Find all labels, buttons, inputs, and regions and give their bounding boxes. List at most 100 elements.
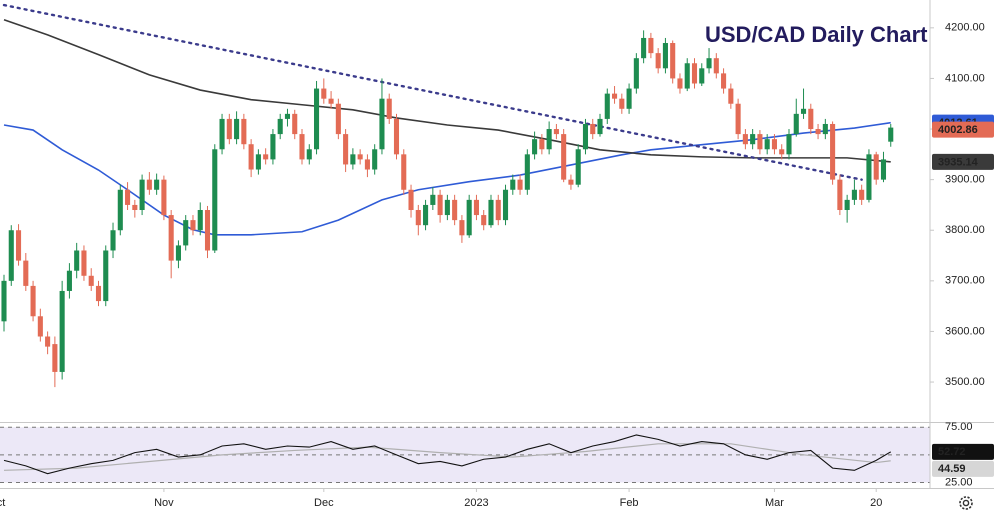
candle-body: [30, 285, 36, 317]
candle-body: [234, 118, 240, 140]
candle-body: [306, 149, 312, 160]
candle-body: [706, 58, 712, 69]
candle-body: [735, 103, 741, 135]
candle-body: [481, 215, 487, 226]
rsi-value-badge-bg: [932, 443, 994, 460]
candle-body: [757, 134, 763, 150]
trendline: [2, 3, 863, 181]
candle-body: [670, 43, 676, 79]
candle-body: [270, 134, 276, 160]
candle-body: [880, 159, 887, 180]
candle-body: [604, 93, 610, 119]
candle-body: [626, 88, 632, 109]
candle-body: [430, 194, 436, 205]
candle-body: [851, 189, 857, 200]
chart-title: USD/CAD Daily Chart: [705, 22, 928, 47]
candle-body: [713, 58, 719, 74]
candle-body: [742, 134, 748, 145]
candle-body: [204, 210, 211, 251]
settings-icon[interactable]: [959, 496, 973, 510]
candle-body: [655, 53, 661, 69]
candle-body: [292, 113, 298, 135]
candle-body: [66, 270, 72, 291]
candle-body: [808, 108, 814, 130]
x-tick-label: Oct: [0, 497, 5, 509]
candle-body: [313, 88, 320, 150]
y-tick-label: 3600.00: [945, 325, 985, 337]
candle-body: [444, 199, 450, 216]
candle-body: [524, 154, 530, 190]
candle-body: [175, 245, 181, 261]
candle-body: [597, 118, 603, 135]
candle-body: [23, 260, 29, 286]
candle-body: [488, 199, 494, 226]
candle-body: [263, 154, 269, 160]
candle-body: [45, 336, 51, 347]
rsi-tick-label: 25.00: [945, 476, 973, 488]
rsi-value-badge: 52.72: [938, 446, 966, 458]
candle-body: [357, 154, 363, 160]
candle-body: [364, 159, 370, 170]
candle-body: [343, 134, 349, 165]
candle-body: [139, 179, 145, 210]
rsi-tick-label: 75.00: [945, 421, 973, 433]
rsi-line: [3, 434, 892, 475]
y-tick-label: 3900.00: [945, 174, 985, 186]
moving-average: [3, 121, 891, 236]
candle-body: [779, 149, 785, 155]
candle-body: [764, 139, 770, 150]
x-tick-label: Nov: [154, 497, 174, 509]
candle-body: [255, 154, 261, 170]
candle-body: [110, 230, 116, 251]
candle-body: [59, 290, 65, 372]
candle-body: [284, 113, 291, 119]
candle-body: [393, 118, 400, 155]
candle-body: [822, 123, 828, 135]
candle-body: [423, 204, 429, 226]
rsi-ma-badge: 44.59: [938, 463, 966, 475]
candle-body: [37, 316, 43, 337]
candle-body: [771, 139, 777, 150]
x-tick-label: Feb: [620, 497, 639, 509]
candle-body: [793, 113, 799, 135]
candle-body: [74, 250, 80, 271]
gear-hub: [962, 499, 970, 507]
candle-body: [510, 179, 516, 190]
candle-body: [837, 179, 843, 210]
candle-body: [437, 194, 443, 216]
y-tick-label: 3800.00: [945, 224, 985, 236]
candle-body: [197, 210, 203, 231]
candle-body: [539, 139, 545, 150]
candle-body: [212, 149, 218, 251]
candle-body: [117, 189, 123, 231]
candle-body: [241, 118, 247, 145]
candle-body: [619, 98, 625, 109]
price-pane: [1, 3, 894, 388]
candle-body: [786, 134, 792, 155]
candle-body: [132, 204, 138, 210]
candle-body: [859, 189, 865, 200]
last-price-badge-bg: [932, 121, 994, 138]
candle-body: [502, 189, 509, 221]
candle-body: [190, 220, 196, 231]
candle-body: [386, 98, 392, 119]
y-tick-label: 4200.00: [945, 22, 985, 34]
candle-body: [168, 215, 174, 261]
candle-body: [415, 210, 421, 226]
candle-body: [800, 108, 807, 114]
candle-body: [568, 179, 574, 185]
candle-body: [641, 37, 647, 59]
candle-body: [648, 37, 654, 54]
candle-body: [88, 275, 94, 286]
candle-body: [466, 199, 472, 236]
candle-body: [125, 189, 131, 205]
candle-body: [612, 93, 618, 99]
ma-value-badge-bg: [932, 153, 994, 170]
candle-body: [721, 73, 727, 89]
ma-value-badge: 3935.14: [938, 156, 979, 168]
x-tick-label: Dec: [314, 497, 334, 509]
candle-body: [561, 134, 567, 180]
